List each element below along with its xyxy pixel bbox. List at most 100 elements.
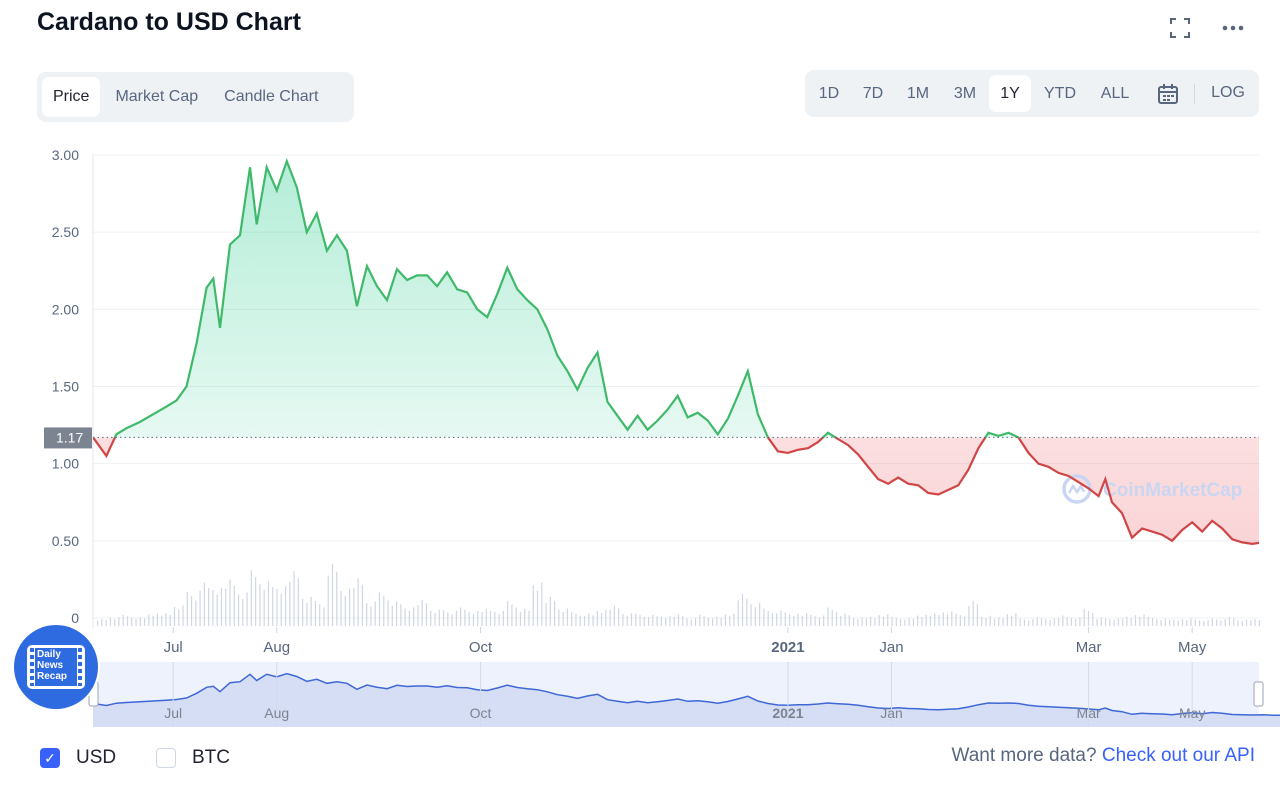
volume-bar	[152, 615, 154, 626]
calendar-icon[interactable]	[1157, 83, 1179, 105]
volume-bar	[455, 610, 457, 626]
volume-bar	[1117, 618, 1119, 626]
range-1m-button[interactable]: 1M	[906, 85, 930, 102]
volume-bar	[101, 619, 103, 626]
x-tick-label: Oct	[469, 639, 493, 656]
volume-bar	[203, 582, 205, 626]
fullscreen-icon[interactable]	[1170, 18, 1190, 38]
volume-bar	[1096, 618, 1098, 626]
baseline-marker: 1.17	[44, 427, 1259, 449]
volume-bar	[148, 614, 150, 626]
volume-bar	[998, 617, 1000, 626]
volume-bar	[605, 609, 607, 626]
usd-checkbox[interactable]: ✓	[40, 748, 60, 768]
volume-bar	[383, 596, 385, 626]
tab-price[interactable]: Price	[42, 77, 101, 117]
volume-bar	[336, 571, 338, 626]
volume-bar	[1151, 617, 1154, 626]
volume-bar	[895, 617, 897, 626]
volume-bar	[481, 612, 483, 626]
volume-bar	[908, 617, 910, 626]
volume-bar	[156, 613, 158, 626]
volume-bar	[114, 619, 116, 626]
volume-bar	[707, 617, 709, 626]
volume-bar	[1100, 617, 1102, 626]
volume-bar	[805, 613, 808, 626]
navigator-right-handle[interactable]	[1253, 681, 1264, 707]
x-tick-label: Aug	[263, 639, 290, 656]
volume-bar	[724, 614, 727, 626]
chart-title: Cardano to USD Chart	[37, 8, 301, 36]
volume-bar	[131, 617, 133, 626]
range-3m-button[interactable]: 3M	[953, 85, 977, 102]
volume-bar	[985, 617, 987, 626]
volume-bar	[485, 608, 487, 626]
film-frame-icon: Daily News Recap	[27, 645, 85, 689]
volume-bar	[665, 617, 667, 626]
btc-checkbox[interactable]	[156, 748, 176, 768]
volume-bar	[1237, 620, 1239, 626]
volume-bar	[220, 587, 223, 626]
price-line	[93, 157, 1259, 546]
volume-bar	[323, 607, 325, 626]
volume-bar	[929, 615, 932, 626]
volume-bar	[968, 605, 970, 626]
volume-bar	[276, 588, 278, 626]
volume-bar	[489, 610, 492, 626]
tab-candle-chart[interactable]: Candle Chart	[224, 88, 319, 105]
volume-bar	[395, 601, 398, 626]
volume-bar	[609, 609, 611, 626]
volume-bar	[840, 615, 842, 626]
range-7d-button[interactable]: 7D	[862, 85, 884, 102]
volume-bar	[1173, 619, 1175, 626]
volume-bar	[357, 578, 359, 626]
volume-bar	[1028, 620, 1030, 626]
y-tick-label: 2.50	[52, 224, 79, 240]
volume-bar	[212, 589, 214, 626]
y-axis-labels: 0 0.50 1.00 1.50 2.00 2.50 3.00	[52, 147, 79, 626]
range-all-button[interactable]: ALL	[1100, 85, 1130, 102]
volume-bar	[408, 610, 410, 626]
api-link[interactable]: Check out our API	[1101, 745, 1255, 766]
volume-bar	[400, 604, 402, 626]
volume-bar	[280, 593, 282, 626]
volume-bar	[1122, 618, 1124, 626]
volume-bar	[404, 608, 406, 626]
volume-bar	[1228, 617, 1231, 626]
range-1d-button[interactable]: 1D	[818, 85, 840, 102]
volume-bar	[925, 614, 927, 626]
tab-market-cap[interactable]: Market Cap	[115, 88, 199, 105]
volume-bar	[1216, 619, 1218, 626]
volume-bar	[387, 600, 389, 626]
volume-bar	[314, 601, 317, 626]
range-1y-button[interactable]: 1Y	[989, 75, 1031, 112]
volume-bar	[331, 564, 334, 626]
volume-bar	[1139, 616, 1141, 626]
volume-bar	[361, 584, 364, 626]
volume-bar	[669, 616, 671, 626]
volume-bar	[703, 616, 705, 626]
volume-bar	[1203, 621, 1205, 626]
volume-bar	[566, 608, 569, 626]
volume-bar	[874, 617, 876, 626]
log-scale-button[interactable]: LOG	[1211, 84, 1245, 101]
btc-toggle[interactable]: BTC	[156, 745, 230, 771]
volume-bar	[592, 615, 594, 626]
volume-bar	[1066, 616, 1068, 626]
usd-toggle[interactable]: ✓ USD	[40, 745, 116, 771]
navigator-tick-label: Mar	[1077, 705, 1101, 721]
range-ytd-button[interactable]: YTD	[1044, 85, 1076, 102]
volume-bar	[754, 607, 756, 626]
volume-bar	[613, 605, 615, 626]
volume-bar	[891, 616, 893, 626]
volume-bar	[242, 599, 244, 626]
range-navigator[interactable]: JulAugOct2021JanMarMay1	[88, 662, 1280, 727]
volume-bar	[199, 590, 201, 626]
volume-bar	[720, 617, 722, 626]
more-icon[interactable]	[1222, 22, 1244, 34]
volume-bar	[558, 609, 560, 626]
volume-bar	[771, 612, 774, 626]
volume-bar	[1126, 616, 1128, 626]
volume-bar	[1258, 619, 1260, 626]
